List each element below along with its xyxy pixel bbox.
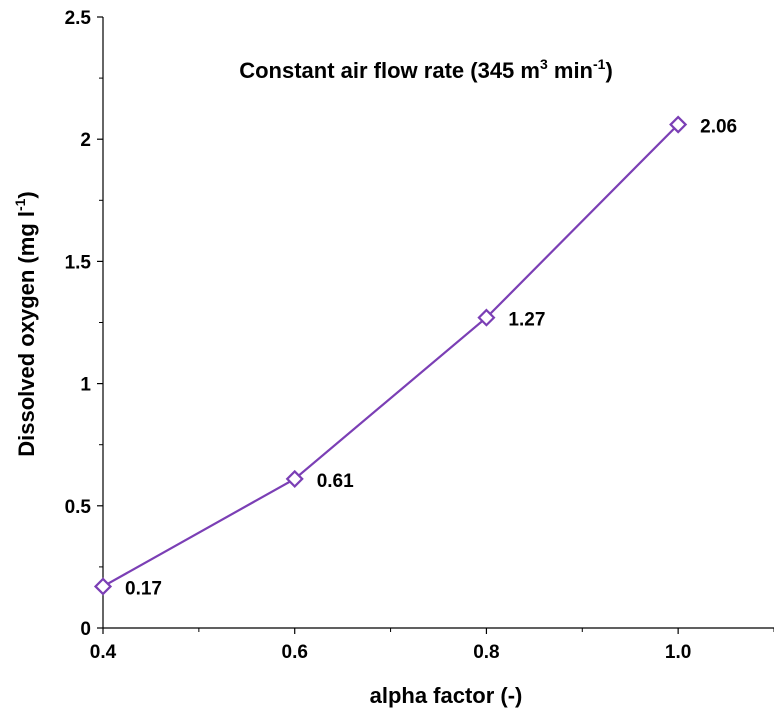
data-point-marker bbox=[669, 115, 688, 134]
series-line bbox=[102, 123, 679, 588]
series-layer: 0.17 0.61 1.27 2.06 bbox=[93, 115, 737, 599]
y-tick-label: 1.5 bbox=[65, 252, 92, 273]
data-label: 2.06 bbox=[700, 117, 737, 138]
chart-title: Constant air flow rate (345 m3 min-1) bbox=[239, 56, 613, 83]
y-axis-title: Dissolved oxygen (mg l-1) bbox=[12, 191, 39, 457]
data-label: 0.61 bbox=[317, 471, 354, 492]
x-axis-title: alpha factor (-) bbox=[370, 683, 523, 708]
x-tick-label: 0.4 bbox=[90, 642, 117, 663]
y-tick-label: 0.5 bbox=[65, 497, 92, 518]
ticks: 0 0.5 1 1.5 2 2.5 0.4 0.6 0.8 1.0 bbox=[65, 8, 774, 663]
x-tick-label: 1.0 bbox=[665, 642, 691, 663]
data-point-marker bbox=[285, 469, 304, 488]
y-tick-label: 2.5 bbox=[65, 8, 92, 29]
data-label: 1.27 bbox=[508, 310, 545, 331]
y-tick-label: 0 bbox=[80, 619, 91, 640]
x-tick-label: 0.6 bbox=[282, 642, 308, 663]
data-label: 0.17 bbox=[125, 578, 162, 599]
x-tick-label: 0.8 bbox=[473, 642, 499, 663]
data-point-marker bbox=[477, 308, 496, 327]
y-tick-label: 1 bbox=[80, 375, 91, 396]
y-tick-label: 2 bbox=[80, 130, 91, 151]
axes bbox=[102, 17, 774, 629]
data-point-marker bbox=[93, 577, 113, 596]
